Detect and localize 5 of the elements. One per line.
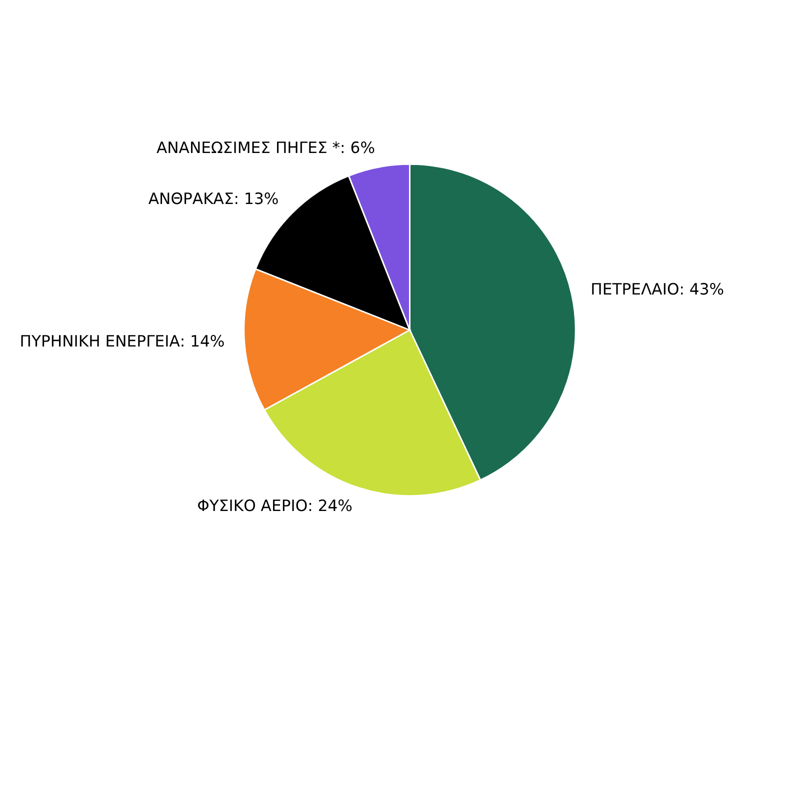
slice-label: ΦΥΣΙΚΟ ΑΕΡΙΟ: 24% [197,497,352,516]
slice-label: ΑΝΑΝΕΩΣΙΜΕΣ ΠΗΓΕΣ *: 6% [156,138,376,157]
slice-label: ΠΕΤΡΕΛΑΙΟ: 43% [590,280,724,298]
slice-label: ΠΥΡΗΝΙΚΗ ΕΝΕΡΓΕΙΑ: 14% [20,332,225,351]
slice-label: ΑΝΘΡΑΚΑΣ: 13% [148,190,279,208]
